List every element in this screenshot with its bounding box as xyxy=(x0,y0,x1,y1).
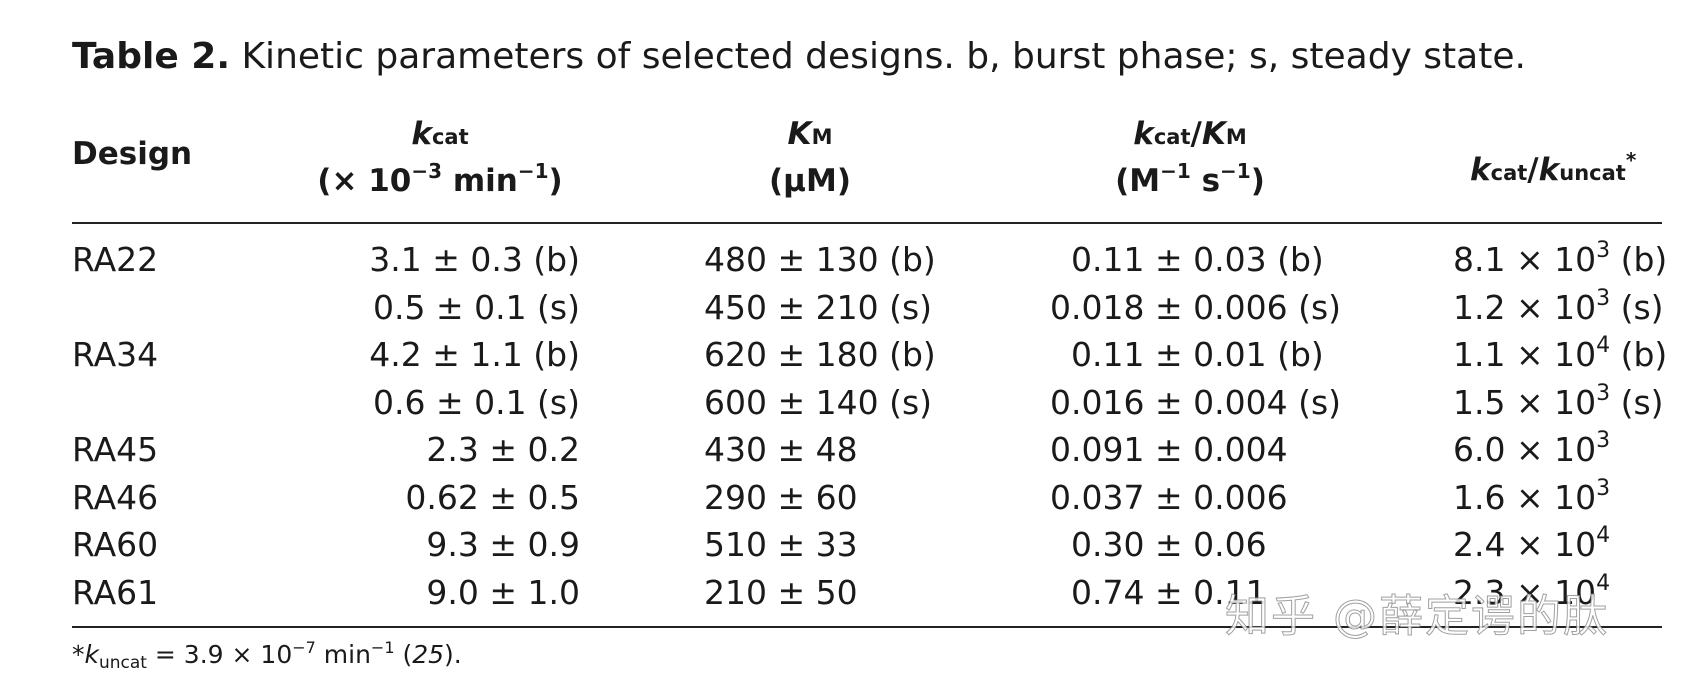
row-kcat-kuncat: 1.1 × 104 (b) xyxy=(1453,333,1668,375)
header-design: Design xyxy=(72,132,192,176)
row-design: RA34 xyxy=(72,335,159,374)
row-km: 430 ± 48 xyxy=(704,430,858,469)
header-rel: kcat/kuncat* xyxy=(1470,148,1637,188)
row-kcat: 4.2 ± 1.1 (b) xyxy=(369,335,580,374)
row-kcat-kuncat: 1.2 × 103 (s) xyxy=(1453,286,1664,328)
row-kcat-kuncat: 1.5 × 103 (s) xyxy=(1453,381,1664,423)
row-kcat: 0.5 ± 0.1 (s) xyxy=(372,288,580,327)
header-ratio-symbol: kcat/KM xyxy=(1133,116,1247,152)
row-km: 450 ± 210 (s) xyxy=(704,288,933,327)
row-kcat: 3.1 ± 0.3 (b) xyxy=(369,240,580,279)
row-kcat-km: 0.016 ± 0.004 (s) xyxy=(1050,383,1342,422)
header-km-symbol: KM xyxy=(787,116,833,152)
row-km: 510 ± 33 xyxy=(704,525,858,564)
header-ratio: kcat/KM (M−1 s−1) xyxy=(1080,112,1300,203)
bottom-rule xyxy=(72,626,1662,628)
header-km-unit: (μM) xyxy=(769,163,851,199)
row-kcat-kuncat: 8.1 × 103 (b) xyxy=(1453,238,1668,280)
row-kcat-km: 0.018 ± 0.006 (s) xyxy=(1050,288,1342,327)
footnote: *kuncat = 3.9 × 10−7 min−1 (25). xyxy=(72,638,462,673)
row-kcat: 0.62 ± 0.5 xyxy=(405,478,580,517)
header-rule xyxy=(72,222,1662,224)
row-design: RA60 xyxy=(72,525,159,564)
row-km: 210 ± 50 xyxy=(704,573,858,612)
header-ratio-unit: (M−1 s−1) xyxy=(1115,159,1265,199)
row-kcat-kuncat: 6.0 × 103 xyxy=(1453,428,1611,470)
row-km: 620 ± 180 (b) xyxy=(704,335,936,374)
row-kcat-kuncat: 2.4 × 104 xyxy=(1453,523,1611,565)
row-km: 290 ± 60 xyxy=(704,478,858,517)
table-caption: Table 2. Kinetic parameters of selected … xyxy=(72,36,1526,77)
header-kcat: kcat (× 10−3 min−1) xyxy=(290,112,590,203)
header-kcat-symbol: kcat xyxy=(411,116,469,152)
row-kcat-km: 0.037 ± 0.006 xyxy=(1050,478,1288,517)
row-design: RA22 xyxy=(72,240,159,279)
table-label: Table 2. xyxy=(72,36,230,77)
row-km: 480 ± 130 (b) xyxy=(704,240,936,279)
row-kcat: 0.6 ± 0.1 (s) xyxy=(372,383,580,422)
header-design-label: Design xyxy=(72,136,193,172)
header-km: KM (μM) xyxy=(740,112,880,203)
row-kcat: 2.3 ± 0.2 xyxy=(426,430,580,469)
row-kcat-km: 0.11 ± 0.03 (b) xyxy=(1071,240,1324,279)
row-design: RA45 xyxy=(72,430,159,469)
row-kcat-km: 0.091 ± 0.004 xyxy=(1050,430,1288,469)
header-kcat-unit: (× 10−3 min−1) xyxy=(317,159,563,199)
row-kcat-kuncat: 2.3 × 104 xyxy=(1453,571,1611,613)
row-design: RA61 xyxy=(72,573,159,612)
row-km: 600 ± 140 (s) xyxy=(704,383,933,422)
row-kcat: 9.0 ± 1.0 xyxy=(426,573,580,612)
watermark: 知乎 @薛定谔的肽 xyxy=(1225,591,1609,643)
row-kcat: 9.3 ± 0.9 xyxy=(426,525,580,564)
row-kcat-km: 0.74 ± 0.11 xyxy=(1071,573,1267,612)
row-design: RA46 xyxy=(72,478,159,517)
row-kcat-km: 0.11 ± 0.01 (b) xyxy=(1071,335,1324,374)
row-kcat-kuncat: 1.6 × 103 xyxy=(1453,476,1611,518)
row-kcat-km: 0.30 ± 0.06 xyxy=(1071,525,1267,564)
caption-text: Kinetic parameters of selected designs. … xyxy=(241,36,1526,77)
